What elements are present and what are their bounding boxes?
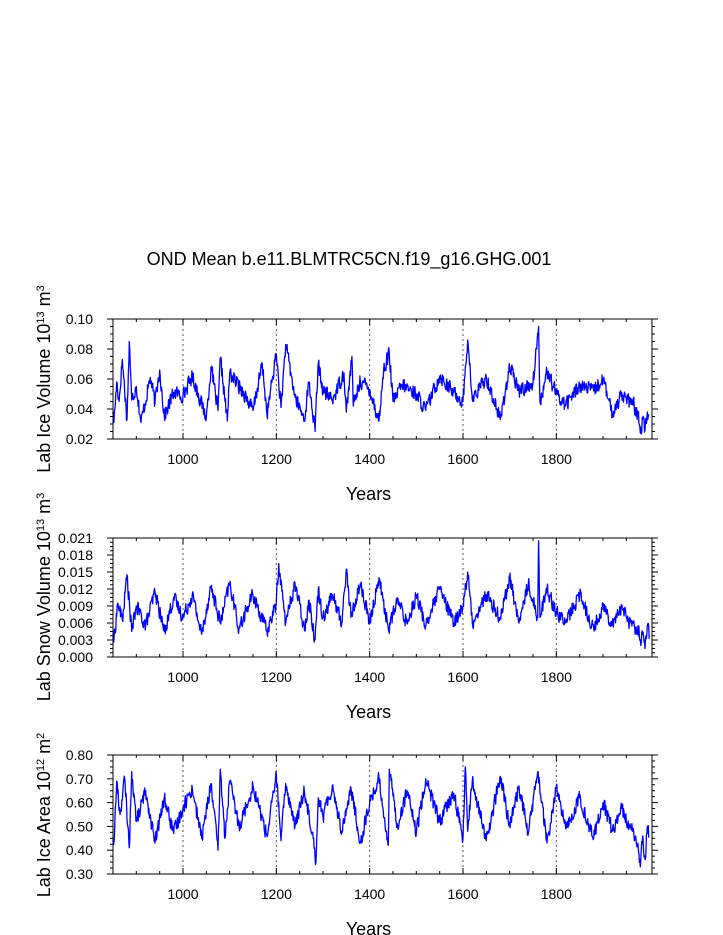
x-tick-label: 1000 bbox=[167, 886, 198, 902]
x-tick-label: 1800 bbox=[541, 669, 572, 685]
x-tick-label: 1600 bbox=[447, 451, 478, 467]
figure-title: OND Mean b.e11.BLMTRC5CN.f19_g16.GHG.001 bbox=[147, 249, 552, 270]
y-tick-label: 0.02 bbox=[66, 431, 93, 447]
y-tick-label: 0.012 bbox=[58, 581, 93, 597]
x-tick-label: 1000 bbox=[167, 451, 198, 467]
x-tick-label: 1800 bbox=[541, 886, 572, 902]
x-axis-title: Years bbox=[346, 702, 391, 722]
y-tick-label: 0.40 bbox=[66, 842, 93, 858]
panel-1: 1000 1200 1400 1600 1800 0.02 0.04 0.06 0.08 0.10… bbox=[34, 285, 658, 504]
y-tick-label: 0.003 bbox=[58, 632, 93, 648]
y-tick-label: 0.50 bbox=[66, 818, 93, 834]
x-tick-label: 1600 bbox=[447, 886, 478, 902]
y-tick-label: 0.009 bbox=[58, 598, 93, 614]
y-tick-label: 0.021 bbox=[58, 530, 93, 546]
y-axis-title: Lab Ice Volume 1013 m3 bbox=[34, 285, 54, 472]
x-tick-label: 1400 bbox=[354, 669, 385, 685]
x-axis-title: Years bbox=[346, 484, 391, 504]
panel-3: 1000 1200 1400 1600 1800 0.30 0.40 0.50 0.60 0.70… bbox=[34, 733, 658, 935]
y-axis-title: Lab Snow Volume 1013 m3 bbox=[34, 493, 54, 702]
y-tick-label: 0.10 bbox=[66, 311, 93, 327]
y-tick-label: 0.006 bbox=[58, 615, 93, 631]
y-tick-label: 0.08 bbox=[66, 341, 93, 357]
series-line bbox=[112, 325, 650, 435]
series-line bbox=[112, 766, 650, 868]
y-tick-label: 0.60 bbox=[66, 795, 93, 811]
y-tick-label: 0.04 bbox=[66, 401, 93, 417]
x-tick-label: 1600 bbox=[447, 669, 478, 685]
y-tick-label: 0.06 bbox=[66, 371, 93, 387]
x-tick-label: 1200 bbox=[261, 669, 292, 685]
x-axis-title: Years bbox=[346, 919, 391, 935]
x-tick-label: 1000 bbox=[167, 669, 198, 685]
x-tick-label: 1200 bbox=[261, 886, 292, 902]
y-tick-label: 0.015 bbox=[58, 564, 93, 580]
x-tick-label: 1200 bbox=[261, 451, 292, 467]
y-tick-label: 0.80 bbox=[66, 747, 93, 763]
y-tick-label: 0.70 bbox=[66, 771, 93, 787]
x-tick-label: 1800 bbox=[541, 451, 572, 467]
y-tick-label: 0.000 bbox=[58, 649, 93, 665]
y-tick-label: 0.30 bbox=[66, 866, 93, 882]
panel-2: 1000 1200 1400 1600 1800 0.0000.0030.0060.009… bbox=[34, 493, 658, 722]
y-axis-title: Lab Ice Area 1012 m2 bbox=[34, 733, 54, 897]
x-tick-label: 1400 bbox=[354, 886, 385, 902]
series-line bbox=[112, 540, 650, 650]
y-tick-label: 0.018 bbox=[58, 547, 93, 563]
x-tick-label: 1400 bbox=[354, 451, 385, 467]
